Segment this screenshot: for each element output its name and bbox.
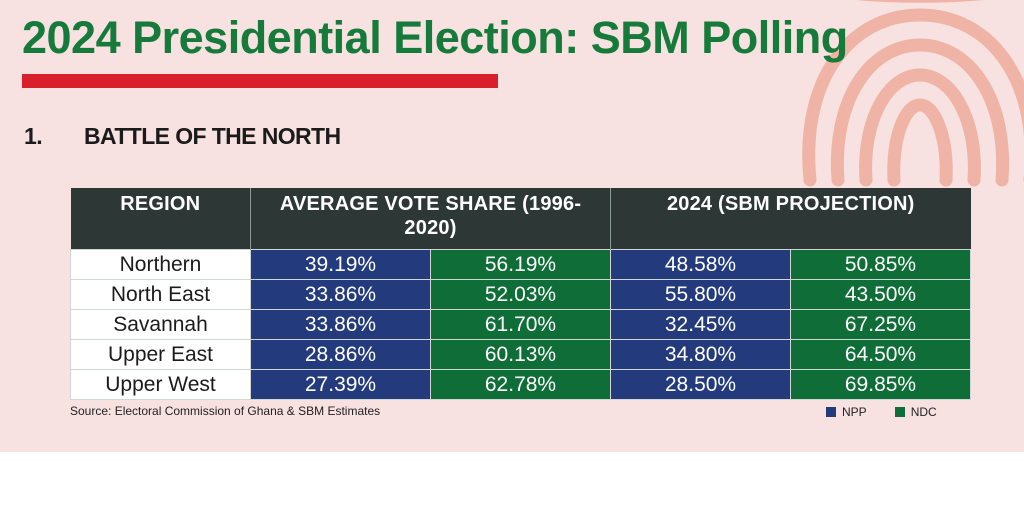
header-region: REGION bbox=[70, 188, 251, 250]
legend-label-npp: NPP bbox=[842, 405, 867, 419]
avg-npp-cell: 33.86% bbox=[250, 279, 431, 310]
title-underline bbox=[22, 74, 498, 88]
region-cell: Northern bbox=[70, 249, 251, 280]
region-cell: Upper West bbox=[70, 369, 251, 400]
proj-npp-cell: 48.58% bbox=[610, 249, 791, 280]
proj-npp-cell: 32.45% bbox=[610, 309, 791, 340]
table-row: Upper East 28.86% 60.13% 34.80% 64.50% bbox=[70, 339, 971, 370]
proj-ndc-cell: 43.50% bbox=[790, 279, 971, 310]
header-average-vote-share: AVERAGE VOTE SHARE (1996-2020) bbox=[250, 188, 611, 250]
chart-title: 2024 Presidential Election: SBM Polling bbox=[22, 12, 848, 63]
legend-swatch-npp bbox=[826, 407, 836, 417]
fingerprint-graphic bbox=[802, 0, 1024, 187]
legend-label-ndc: NDC bbox=[910, 405, 937, 419]
table-row: Northern 39.19% 56.19% 48.58% 50.85% bbox=[70, 249, 971, 280]
section-heading: 1. BATTLE OF THE NORTH bbox=[24, 123, 341, 150]
avg-ndc-cell: 56.19% bbox=[430, 249, 611, 280]
section-number: 1. bbox=[24, 123, 43, 149]
proj-ndc-cell: 69.85% bbox=[790, 369, 971, 400]
region-cell: Upper East bbox=[70, 339, 251, 370]
avg-npp-cell: 27.39% bbox=[250, 369, 431, 400]
region-cell: North East bbox=[70, 279, 251, 310]
table-row: Savannah 33.86% 61.70% 32.45% 67.25% bbox=[70, 309, 971, 340]
avg-ndc-cell: 60.13% bbox=[430, 339, 611, 370]
source-note: Source: Electoral Commission of Ghana & … bbox=[70, 404, 381, 418]
section-title: BATTLE OF THE NORTH bbox=[84, 123, 341, 149]
proj-ndc-cell: 64.50% bbox=[790, 339, 971, 370]
proj-npp-cell: 34.80% bbox=[610, 339, 791, 370]
legend-swatch-ndc bbox=[894, 407, 905, 417]
polling-table: REGION AVERAGE VOTE SHARE (1996-2020) 20… bbox=[70, 188, 971, 400]
region-cell: Savannah bbox=[70, 309, 251, 340]
table-header-row: REGION AVERAGE VOTE SHARE (1996-2020) 20… bbox=[70, 188, 971, 250]
proj-ndc-cell: 50.85% bbox=[790, 249, 971, 280]
avg-ndc-cell: 62.78% bbox=[430, 369, 611, 400]
table-row: Upper West 27.39% 62.78% 28.50% 69.85% bbox=[70, 369, 971, 400]
proj-npp-cell: 28.50% bbox=[610, 369, 791, 400]
avg-npp-cell: 33.86% bbox=[250, 309, 431, 340]
proj-ndc-cell: 67.25% bbox=[790, 309, 971, 340]
header-2024-projection: 2024 (SBM PROJECTION) bbox=[610, 188, 971, 250]
infographic-panel: 2024 Presidential Election: SBM Polling … bbox=[0, 0, 1024, 452]
legend: NPP NDC bbox=[826, 405, 937, 419]
avg-ndc-cell: 52.03% bbox=[430, 279, 611, 310]
table-body: Northern 39.19% 56.19% 48.58% 50.85% North Ea… bbox=[70, 249, 971, 400]
avg-npp-cell: 28.86% bbox=[250, 339, 431, 370]
proj-npp-cell: 55.80% bbox=[610, 279, 791, 310]
avg-npp-cell: 39.19% bbox=[250, 249, 431, 280]
table-row: North East 33.86% 52.03% 55.80% 43.50% bbox=[70, 279, 971, 310]
avg-ndc-cell: 61.70% bbox=[430, 309, 611, 340]
